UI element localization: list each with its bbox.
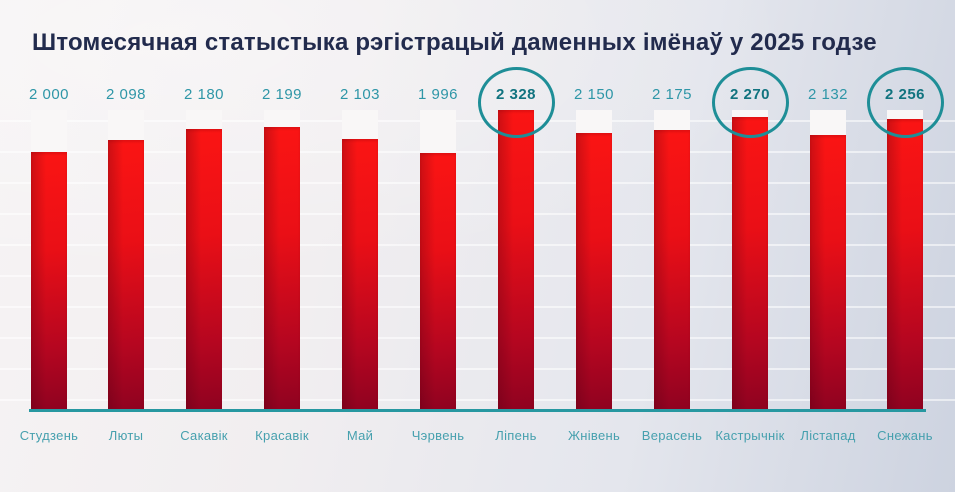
gridline <box>0 213 955 215</box>
month-label: Жнівень <box>567 428 621 443</box>
month-label: Май <box>346 428 374 443</box>
bar-fill <box>264 127 300 410</box>
bar-fill <box>31 152 67 410</box>
gridline <box>0 244 955 246</box>
bar-fill <box>420 153 456 410</box>
month-label: Верасень <box>641 428 703 443</box>
value-label: 2 103 <box>339 86 381 103</box>
month-label: Кастрычнік <box>715 428 785 443</box>
value-label: 2 328 <box>495 86 537 103</box>
month-label: Снежань <box>877 428 933 443</box>
bar-fill <box>732 117 768 410</box>
gridline <box>0 337 955 339</box>
value-label: 2 180 <box>183 86 225 103</box>
month-label: Лістапад <box>800 428 856 443</box>
gridline <box>0 275 955 277</box>
highlight-circle <box>711 67 789 138</box>
gridline <box>0 182 955 184</box>
gridline <box>0 306 955 308</box>
value-label: 1 996 <box>417 86 459 103</box>
baseline-axis <box>29 409 926 412</box>
gridline <box>0 399 955 401</box>
month-label: Красавік <box>255 428 309 443</box>
bar-fill <box>342 139 378 410</box>
bar-fill <box>887 119 923 410</box>
bar-fill <box>654 130 690 410</box>
value-label: 2 175 <box>651 86 693 103</box>
bar-fill <box>108 140 144 410</box>
month-label: Студзень <box>19 428 79 443</box>
value-label: 2 000 <box>28 86 70 103</box>
month-label: Чэрвень <box>411 428 465 443</box>
value-label: 2 270 <box>729 86 771 103</box>
bar-fill <box>810 135 846 410</box>
gridline <box>0 368 955 370</box>
month-label: Сакавік <box>180 428 228 443</box>
value-label: 2 150 <box>573 86 615 103</box>
gridline <box>0 151 955 153</box>
gridline <box>0 120 955 122</box>
month-label: Люты <box>108 428 144 443</box>
bar-fill <box>498 110 534 410</box>
value-label: 2 199 <box>261 86 303 103</box>
value-label: 2 256 <box>884 86 926 103</box>
month-label: Ліпень <box>495 428 537 443</box>
highlight-circle <box>477 67 555 138</box>
value-label: 2 098 <box>105 86 147 103</box>
highlight-circle <box>866 67 944 138</box>
chart-title: Штомесячная статыстыка рэгістрацый дамен… <box>32 29 877 56</box>
bar-fill <box>186 129 222 410</box>
bar-fill <box>576 133 612 410</box>
value-label: 2 132 <box>807 86 849 103</box>
